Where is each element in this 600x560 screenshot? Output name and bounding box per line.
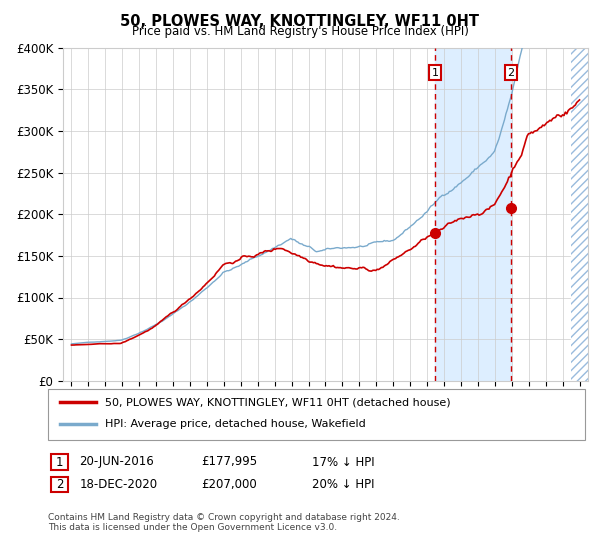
Text: This data is licensed under the Open Government Licence v3.0.: This data is licensed under the Open Gov… (48, 523, 337, 532)
Text: HPI: Average price, detached house, Wakefield: HPI: Average price, detached house, Wake… (105, 419, 366, 430)
Text: 1: 1 (431, 68, 439, 78)
Bar (571, 48, 588, 381)
Text: £207,000: £207,000 (201, 478, 257, 491)
Text: Price paid vs. HM Land Registry's House Price Index (HPI): Price paid vs. HM Land Registry's House … (131, 25, 469, 38)
Text: 1: 1 (56, 455, 63, 469)
Text: 50, PLOWES WAY, KNOTTINGLEY, WF11 0HT: 50, PLOWES WAY, KNOTTINGLEY, WF11 0HT (121, 14, 479, 29)
Text: £177,995: £177,995 (201, 455, 257, 469)
Text: 50, PLOWES WAY, KNOTTINGLEY, WF11 0HT (detached house): 50, PLOWES WAY, KNOTTINGLEY, WF11 0HT (d… (105, 397, 451, 407)
Text: 2: 2 (508, 68, 515, 78)
Text: 20-JUN-2016: 20-JUN-2016 (79, 455, 154, 469)
Text: 20% ↓ HPI: 20% ↓ HPI (312, 478, 374, 491)
Bar (435, 48, 511, 381)
Text: 18-DEC-2020: 18-DEC-2020 (79, 478, 157, 491)
Text: 17% ↓ HPI: 17% ↓ HPI (312, 455, 374, 469)
Bar (571, 48, 588, 381)
Text: 2: 2 (56, 478, 63, 491)
Text: Contains HM Land Registry data © Crown copyright and database right 2024.: Contains HM Land Registry data © Crown c… (48, 513, 400, 522)
